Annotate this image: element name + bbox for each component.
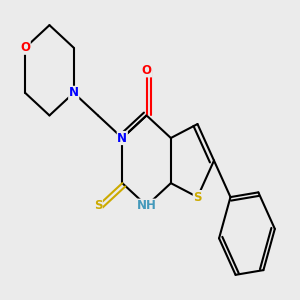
Text: S: S — [94, 199, 102, 212]
Text: S: S — [193, 190, 202, 204]
Text: N: N — [69, 86, 79, 99]
Text: N: N — [117, 131, 127, 145]
Text: O: O — [142, 64, 152, 77]
Text: O: O — [20, 41, 30, 54]
Text: NH: NH — [136, 199, 157, 212]
